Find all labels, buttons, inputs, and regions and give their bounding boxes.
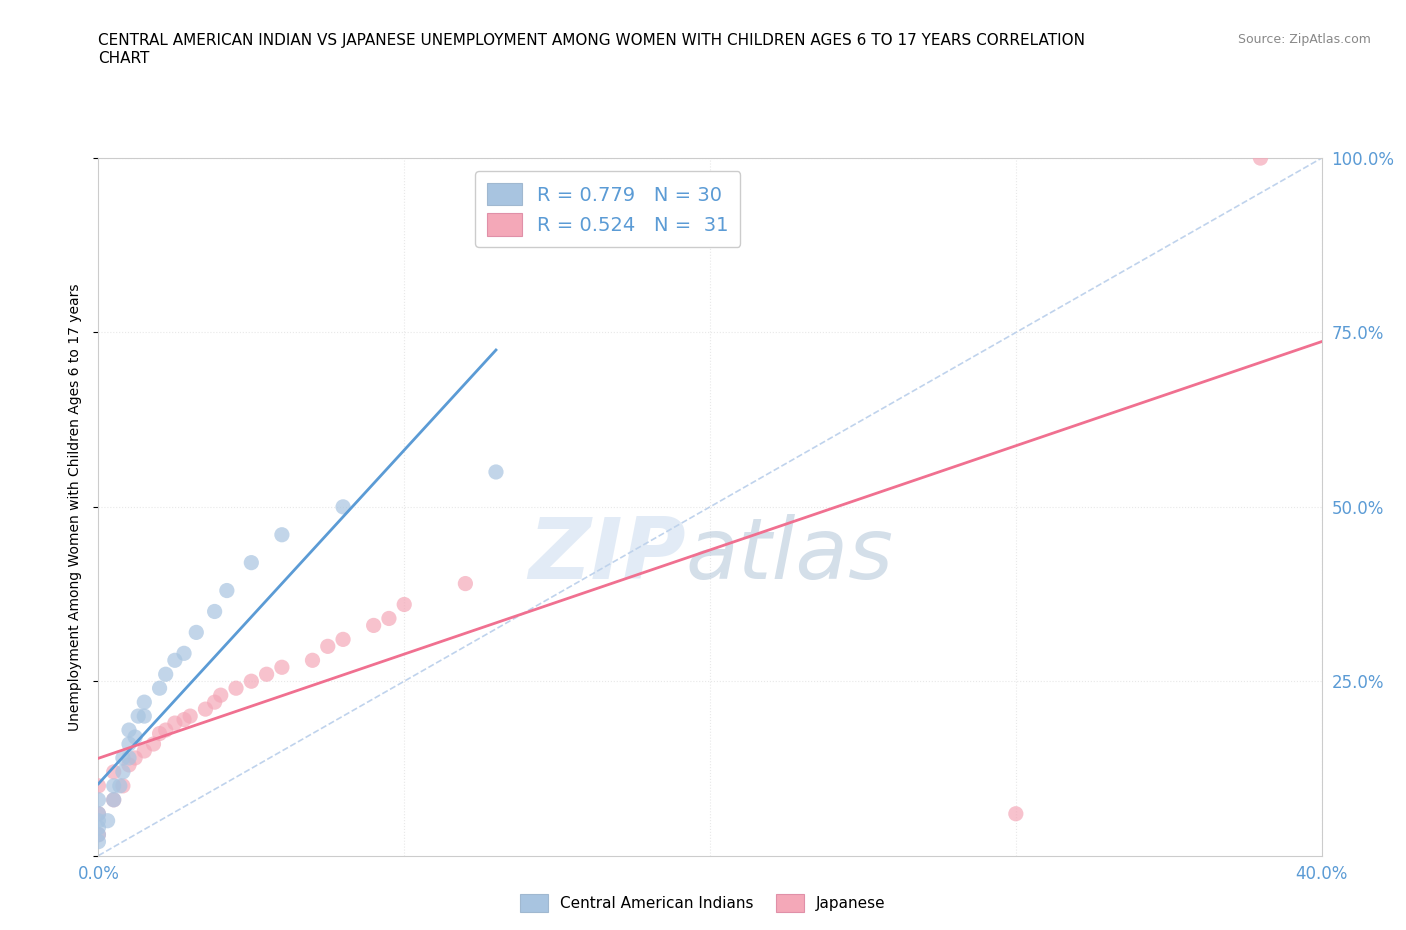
Point [163, 653, 186, 668]
Point [108, 778, 131, 793]
Text: atlas: atlas [686, 514, 894, 597]
Point [118, 737, 141, 751]
Point [111, 778, 134, 793]
Point [87, 828, 110, 843]
Point [111, 751, 134, 765]
Point [485, 465, 508, 480]
Point [316, 639, 339, 654]
Point [204, 604, 226, 619]
Text: CENTRAL AMERICAN INDIAN VS JAPANESE UNEMPLOYMENT AMONG WOMEN WITH CHILDREN AGES : CENTRAL AMERICAN INDIAN VS JAPANESE UNEM… [98, 33, 1085, 47]
Point [204, 695, 226, 710]
Point [240, 555, 263, 570]
Point [332, 499, 354, 514]
Point [124, 751, 146, 765]
Point [118, 757, 141, 772]
Text: Source: ZipAtlas.com: Source: ZipAtlas.com [1237, 33, 1371, 46]
Point [270, 527, 292, 542]
Point [103, 792, 125, 807]
Point [163, 716, 186, 731]
Point [103, 792, 125, 807]
Point [134, 744, 156, 759]
Point [332, 632, 354, 647]
Point [454, 577, 477, 591]
Y-axis label: Unemployment Among Women with Children Ages 6 to 17 years: Unemployment Among Women with Children A… [69, 283, 83, 731]
Point [111, 764, 134, 779]
Point [87, 813, 110, 829]
Point [186, 625, 208, 640]
Point [127, 709, 149, 724]
Point [194, 702, 217, 717]
Point [103, 778, 125, 793]
Point [155, 723, 177, 737]
Point [134, 695, 156, 710]
Point [87, 828, 110, 843]
Point [215, 583, 238, 598]
Legend: R = 0.779   N = 30, R = 0.524   N =  31: R = 0.779 N = 30, R = 0.524 N = 31 [475, 171, 741, 247]
Point [1249, 151, 1271, 166]
Point [87, 792, 110, 807]
Text: CHART: CHART [98, 51, 150, 66]
Point [118, 723, 141, 737]
Point [87, 778, 110, 793]
Point [87, 820, 110, 835]
Point [118, 751, 141, 765]
Point [149, 681, 172, 696]
Point [87, 806, 110, 821]
Point [134, 709, 156, 724]
Point [142, 737, 165, 751]
Point [378, 611, 401, 626]
Point [173, 712, 195, 727]
Point [363, 618, 385, 633]
Point [87, 806, 110, 821]
Point [97, 813, 120, 829]
Point [149, 726, 172, 741]
Point [173, 646, 195, 661]
Point [155, 667, 177, 682]
Legend: Central American Indians, Japanese: Central American Indians, Japanese [515, 888, 891, 918]
Point [270, 660, 292, 675]
Point [256, 667, 278, 682]
Point [103, 764, 125, 779]
Point [209, 688, 232, 703]
Point [87, 834, 110, 849]
Point [392, 597, 416, 612]
Point [124, 729, 146, 744]
Point [240, 673, 263, 688]
Text: ZIP: ZIP [527, 514, 686, 597]
Point [1004, 806, 1026, 821]
Point [179, 709, 201, 724]
Point [225, 681, 247, 696]
Point [301, 653, 323, 668]
